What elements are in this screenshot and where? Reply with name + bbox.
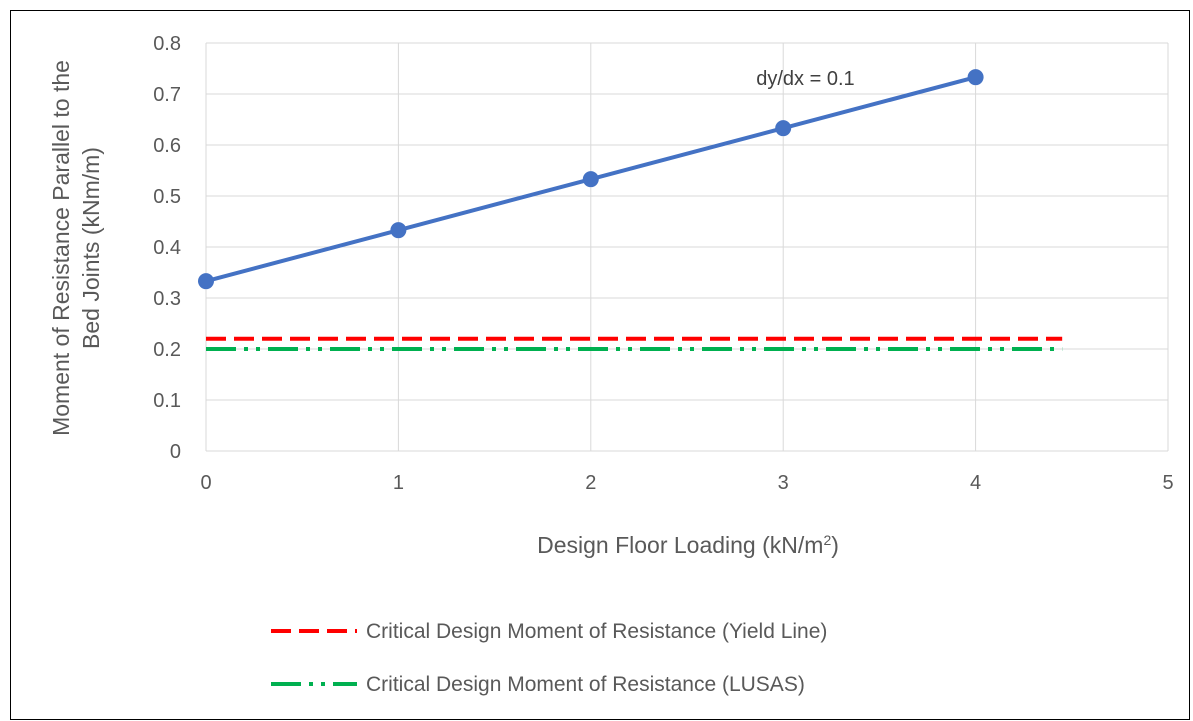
y-tick-label: 0.5 xyxy=(153,186,181,208)
data-point-marker xyxy=(967,69,984,86)
y-axis-title: Moment of Resistance Parallel to the Bed… xyxy=(48,60,104,436)
x-tick-label: 2 xyxy=(585,472,596,494)
y-tick-label: 0.7 xyxy=(153,84,181,106)
data-point-marker xyxy=(198,273,214,290)
y-tick-label: 0.6 xyxy=(153,135,181,157)
x-tick-label: 0 xyxy=(200,472,211,494)
legend: Critical Design Moment of Resistance (Yi… xyxy=(271,620,827,696)
y-axis-title-line-2: Bed Joints (kNm/m) xyxy=(78,147,104,349)
legend-item-lusas: Critical Design Moment of Resistance (LU… xyxy=(271,673,805,696)
x-axis-title: Design Floor Loading (kN/m2) xyxy=(537,532,839,558)
legend-label-yield-line: Critical Design Moment of Resistance (Yi… xyxy=(366,620,827,643)
series-layer xyxy=(198,69,1063,351)
legend-item-yield-line: Critical Design Moment of Resistance (Yi… xyxy=(271,620,827,643)
y-axis-title-line-1: Moment of Resistance Parallel to the xyxy=(48,60,74,436)
x-tick-label: 3 xyxy=(778,472,789,494)
y-tick-label: 0.3 xyxy=(153,288,181,310)
line-chart: 0 0.1 0.2 0.3 0.4 0.5 0.6 0.7 0.8 0 1 2 3 4 5 dy/dx =… xyxy=(48,33,1174,696)
data-point-marker xyxy=(582,171,599,188)
y-tick-label: 0 xyxy=(170,441,181,463)
y-tick-label: 0.8 xyxy=(153,33,181,55)
x-tick-label: 5 xyxy=(1162,472,1173,494)
x-axis-ticks: 0 1 2 3 4 5 xyxy=(200,472,1173,494)
data-point-marker xyxy=(390,222,407,239)
chart-frame: 0 0.1 0.2 0.3 0.4 0.5 0.6 0.7 0.8 0 1 2 3 4 5 dy/dx =… xyxy=(10,10,1190,720)
data-point-marker xyxy=(775,120,792,137)
y-tick-label: 0.2 xyxy=(153,339,181,361)
slope-annotation: dy/dx = 0.1 xyxy=(756,68,854,90)
y-tick-label: 0.1 xyxy=(153,390,181,412)
x-tick-label: 1 xyxy=(393,472,404,494)
gridlines xyxy=(205,42,1169,452)
y-axis-ticks: 0 0.1 0.2 0.3 0.4 0.5 0.6 0.7 0.8 xyxy=(153,33,181,463)
y-tick-label: 0.4 xyxy=(153,237,181,259)
legend-label-lusas: Critical Design Moment of Resistance (LU… xyxy=(366,673,805,696)
x-tick-label: 4 xyxy=(970,472,981,494)
